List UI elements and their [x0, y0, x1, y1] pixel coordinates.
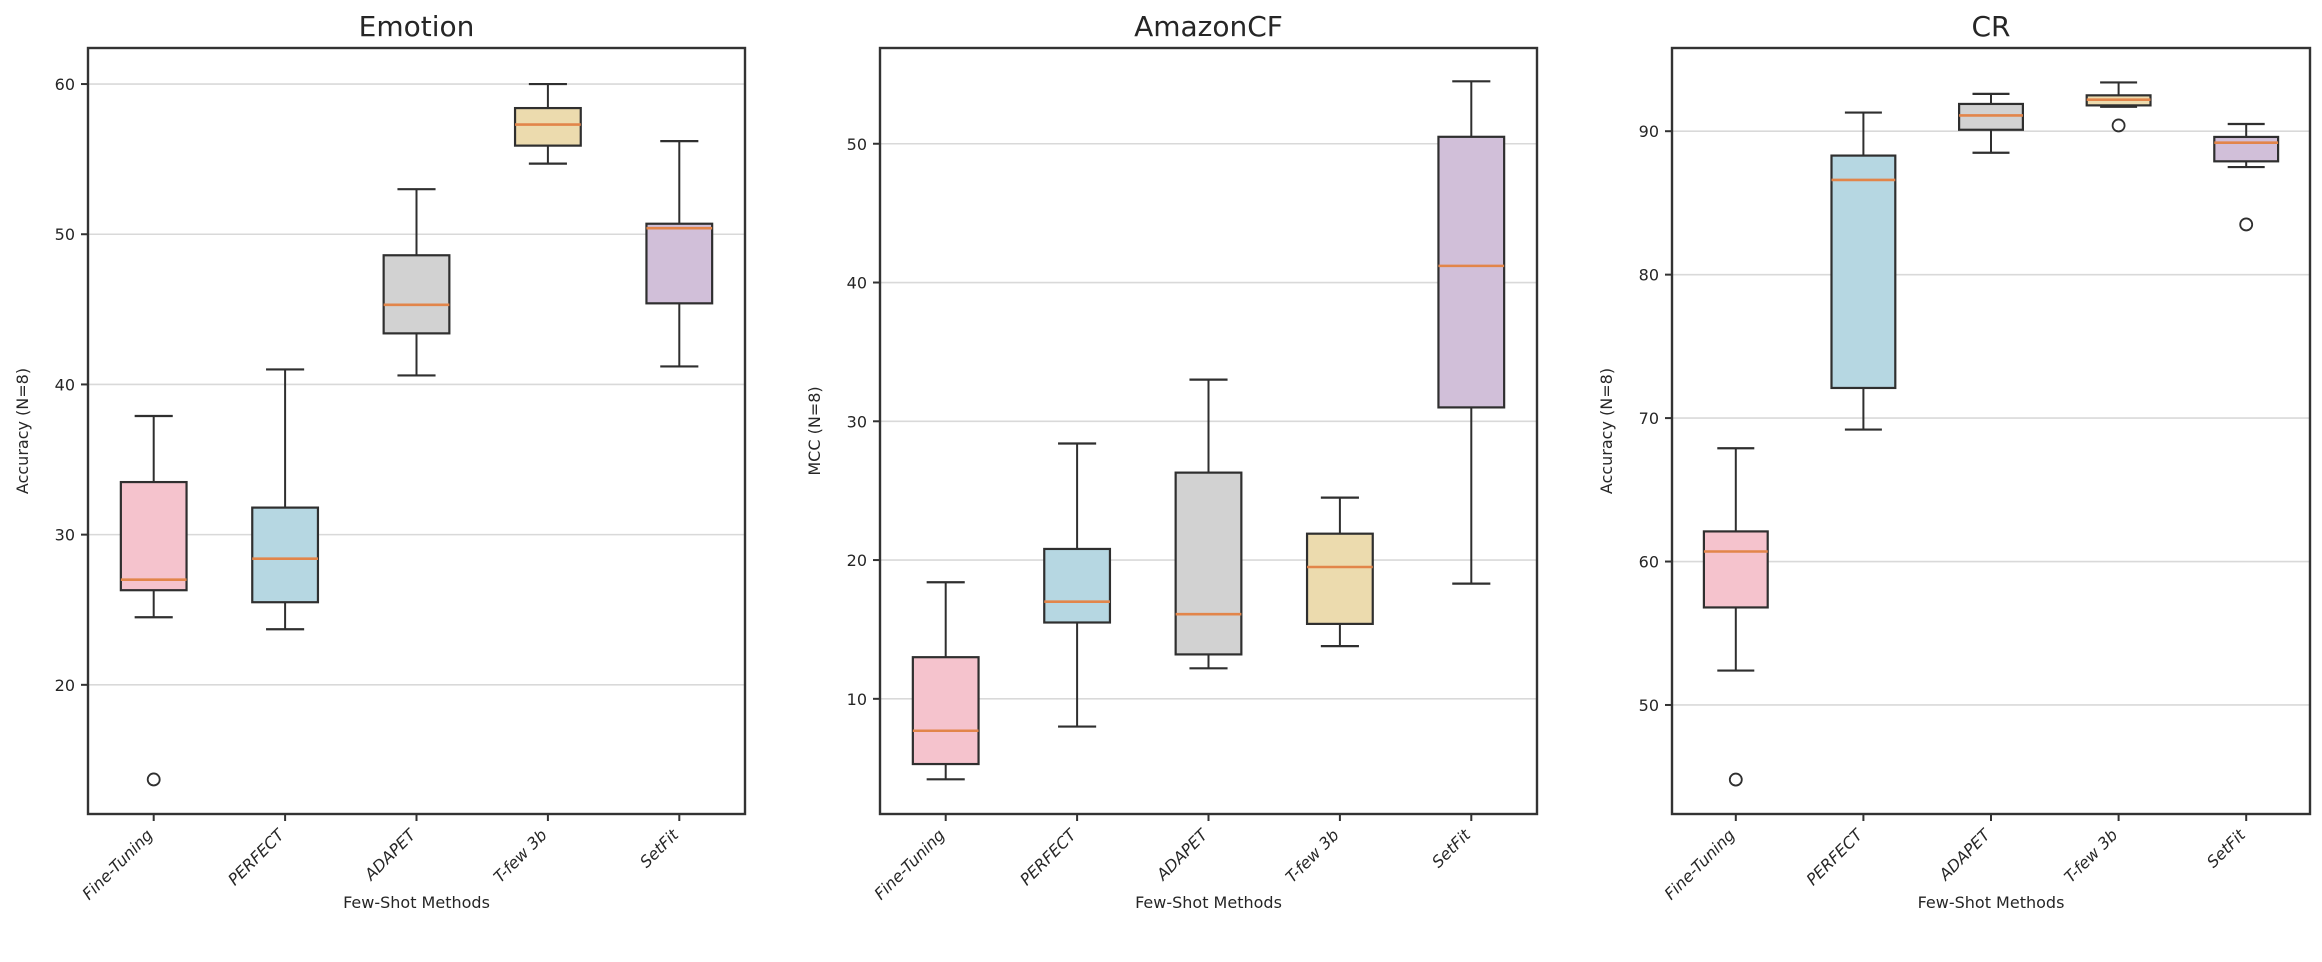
x-tick-label: Fine-Tuning [1661, 825, 1739, 903]
y-tick-label: 90 [1639, 122, 1659, 141]
x-tick-label: SetFit [1428, 825, 1475, 872]
x-tick-label: PERFECT [1802, 825, 1867, 890]
outlier-marker [2239, 217, 2254, 232]
chart-title: Emotion [359, 10, 475, 43]
y-tick-label: 20 [55, 676, 75, 695]
x-tick-label: ADAPET [1152, 825, 1212, 885]
x-tick-label: T-few 3b [2060, 825, 2121, 886]
x-tick-label: PERFECT [224, 825, 289, 890]
chart-title: AmazonCF [1134, 10, 1283, 43]
y-tick-label: 60 [55, 75, 75, 94]
y-axis-label: Accuracy (N=8) [1597, 368, 1616, 494]
y-axis-label: Accuracy (N=8) [13, 368, 32, 494]
box [1043, 547, 1112, 624]
outlier-marker [146, 772, 161, 787]
y-tick-label: 20 [847, 551, 867, 570]
y-tick-label: 60 [1639, 553, 1659, 572]
y-tick-label: 50 [847, 135, 867, 154]
box [251, 506, 320, 604]
y-tick-label: 30 [847, 412, 867, 431]
x-axis-label: Few-Shot Methods [1135, 893, 1282, 912]
x-tick-label: PERFECT [1016, 825, 1081, 890]
x-tick-label: T-few 3b [1282, 825, 1343, 886]
box [1437, 135, 1506, 409]
y-tick-label: 50 [1639, 696, 1659, 715]
x-tick-label: ADAPET [1935, 825, 1995, 885]
box [2213, 135, 2280, 163]
box [382, 254, 451, 335]
x-axis-label: Few-Shot Methods [1918, 893, 2065, 912]
box [1957, 102, 2024, 131]
box [645, 222, 714, 305]
y-tick-label: 80 [1639, 266, 1659, 285]
x-axis-label: Few-Shot Methods [343, 893, 490, 912]
box [1702, 530, 1769, 609]
plot-spine [878, 46, 1539, 816]
x-tick-label: T-few 3b [490, 825, 551, 886]
y-tick-label: 30 [55, 526, 75, 545]
y-tick-label: 40 [847, 274, 867, 293]
x-tick-label: Fine-Tuning [78, 825, 156, 903]
x-tick-label: SetFit [2203, 825, 2250, 872]
plot-spine [1670, 46, 2312, 816]
y-tick-label: 10 [847, 690, 867, 709]
outlier-marker [1728, 772, 1743, 787]
y-tick-label: 50 [55, 225, 75, 244]
y-tick-label: 70 [1639, 409, 1659, 428]
x-tick-label: SetFit [636, 825, 683, 872]
outlier-marker [2111, 118, 2126, 133]
plot-spine [86, 46, 747, 816]
chart-title: CR [1971, 10, 2010, 43]
box [1305, 532, 1374, 625]
x-tick-label: Fine-Tuning [870, 825, 948, 903]
y-tick-label: 40 [55, 375, 75, 394]
box [1830, 154, 1897, 390]
x-tick-label: ADAPET [360, 825, 420, 885]
box [911, 656, 980, 766]
box [1174, 471, 1243, 656]
box [513, 106, 582, 147]
y-axis-label: MCC (N=8) [805, 386, 824, 475]
box [119, 480, 188, 592]
